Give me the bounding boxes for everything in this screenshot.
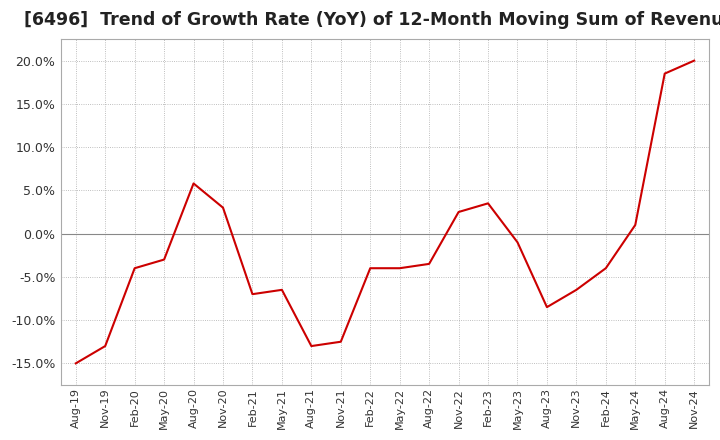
Title: [6496]  Trend of Growth Rate (YoY) of 12-Month Moving Sum of Revenues: [6496] Trend of Growth Rate (YoY) of 12-… xyxy=(24,11,720,29)
